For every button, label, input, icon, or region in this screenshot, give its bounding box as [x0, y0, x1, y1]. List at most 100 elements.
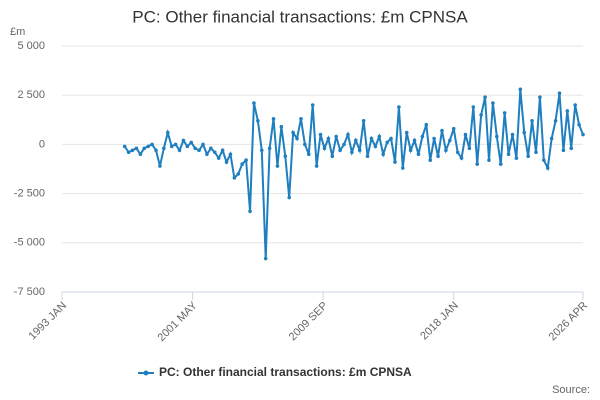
point — [338, 148, 342, 153]
point — [436, 154, 440, 159]
point — [201, 142, 205, 147]
point — [271, 117, 276, 121]
point — [557, 91, 562, 96]
point — [165, 130, 170, 135]
point — [314, 164, 319, 168]
y-tick-label: 0 — [39, 138, 45, 150]
point — [236, 172, 241, 176]
point — [185, 144, 190, 149]
point — [451, 126, 456, 131]
point — [279, 124, 284, 129]
point — [283, 154, 288, 159]
point — [197, 148, 201, 153]
y-axis-label: £m — [10, 26, 25, 38]
point — [209, 146, 213, 151]
point — [565, 109, 570, 113]
y-tick-label: -5 000 — [14, 237, 45, 249]
point — [350, 150, 354, 155]
point — [146, 144, 150, 149]
point — [448, 138, 452, 143]
point — [130, 148, 135, 153]
point — [408, 148, 413, 153]
point — [510, 132, 515, 137]
point — [342, 142, 346, 147]
point — [287, 195, 292, 200]
point — [142, 146, 147, 151]
point — [381, 152, 386, 157]
point — [498, 162, 503, 166]
x-tick-label: 2009 SEP — [287, 300, 331, 344]
point — [471, 105, 476, 109]
point — [216, 156, 221, 160]
point — [369, 136, 374, 141]
point — [432, 136, 436, 141]
y-tick-label: -2 500 — [14, 188, 45, 200]
point — [134, 146, 139, 151]
point — [267, 146, 272, 151]
point — [530, 118, 534, 123]
point — [581, 132, 585, 137]
point — [518, 87, 523, 92]
y-tick-label: 2 500 — [17, 89, 45, 101]
point — [275, 164, 280, 168]
point — [542, 158, 546, 162]
point — [487, 158, 491, 162]
point — [401, 166, 405, 170]
point — [522, 130, 527, 135]
point — [577, 122, 581, 127]
point — [506, 152, 511, 157]
point — [463, 132, 468, 137]
point — [330, 154, 335, 159]
point — [248, 209, 252, 214]
point — [224, 160, 229, 164]
point — [373, 144, 378, 149]
series-line — [123, 89, 584, 259]
legend-marker — [143, 370, 149, 376]
point — [428, 158, 433, 162]
point — [553, 118, 558, 123]
x-tick-label: 2001 MAY — [156, 299, 201, 344]
point — [549, 136, 554, 141]
point — [122, 144, 127, 149]
point — [240, 162, 244, 166]
point — [303, 142, 307, 147]
point — [205, 152, 209, 157]
point — [569, 146, 574, 151]
point — [377, 134, 382, 139]
point — [467, 146, 472, 151]
point — [393, 160, 397, 164]
point — [138, 152, 143, 157]
point — [256, 118, 260, 123]
point — [514, 156, 519, 160]
point — [534, 150, 538, 155]
point — [162, 146, 166, 151]
point — [220, 148, 225, 153]
point — [334, 134, 339, 139]
point — [259, 148, 264, 153]
point — [299, 117, 303, 121]
point — [475, 162, 480, 166]
point — [244, 158, 248, 162]
point — [483, 95, 487, 99]
point — [154, 148, 158, 153]
point — [412, 138, 417, 143]
point — [189, 140, 194, 145]
point — [538, 95, 542, 99]
point — [126, 150, 131, 155]
point — [365, 154, 370, 159]
point — [397, 105, 401, 109]
point — [310, 103, 315, 107]
point — [177, 148, 182, 153]
x-tick-label: 1993 JAN — [27, 300, 70, 343]
point — [455, 150, 460, 155]
source: Source: — [552, 384, 590, 396]
legend-label: PC: Other financial transactions: £m CPN… — [159, 365, 412, 379]
point — [573, 103, 577, 107]
point — [545, 166, 550, 170]
point — [212, 150, 217, 155]
point — [158, 164, 162, 168]
point — [306, 152, 311, 157]
point — [232, 176, 237, 180]
point — [459, 156, 464, 160]
